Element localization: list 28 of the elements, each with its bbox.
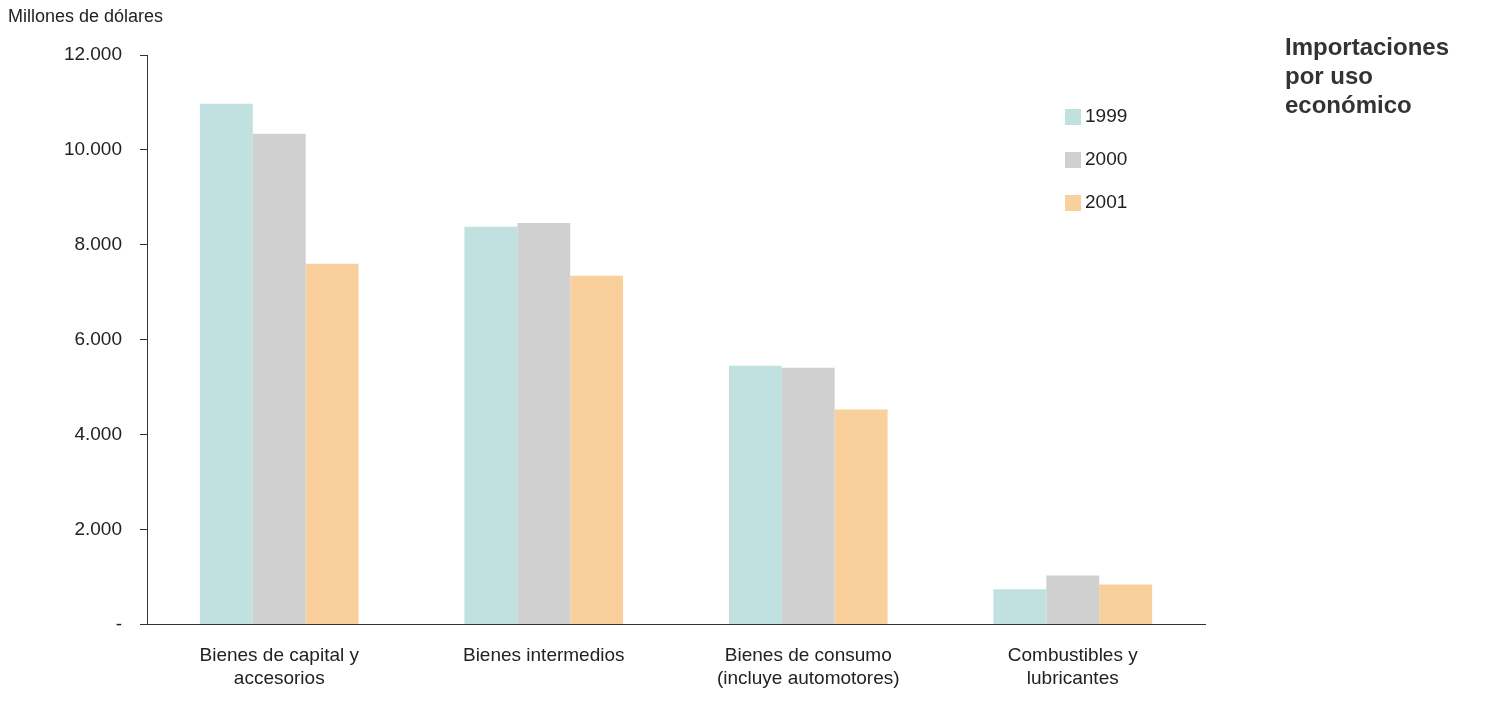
bar [728,365,782,624]
bar [781,367,835,624]
bar [252,133,306,624]
bar [517,222,571,624]
y-tick-label: 8.000 [74,233,122,255]
x-tick-label: Combustibles y lubricantes [1007,644,1139,688]
x-tick-label: Bienes de capital y accesorios [199,644,360,688]
bar [570,275,624,624]
bar [1046,575,1100,624]
y-tick-label: 10.000 [63,138,122,160]
bar [199,103,253,624]
bar [1099,584,1153,624]
text: Importaciones por uso económico [1285,32,1451,119]
y-axis-title: Millones de dólares [8,6,164,27]
legend-label: 2001 [1085,191,1128,213]
legend-label: 2000 [1085,148,1128,170]
bar [464,226,518,624]
y-tick-label: 6.000 [74,327,122,349]
legend-label: 1999 [1085,105,1128,127]
y-tick-label: 12.000 [63,43,122,65]
y-tick-label: 2.000 [74,517,122,539]
x-tick-label: Bienes de consumo (incluye automotores) [716,644,900,688]
y-tick-label: 4.000 [74,422,122,444]
x-tick-label: Bienes intermedios [462,644,625,666]
y-tick-label: - [115,612,122,634]
bar [834,409,888,624]
bar [993,589,1047,624]
bar [305,263,359,624]
